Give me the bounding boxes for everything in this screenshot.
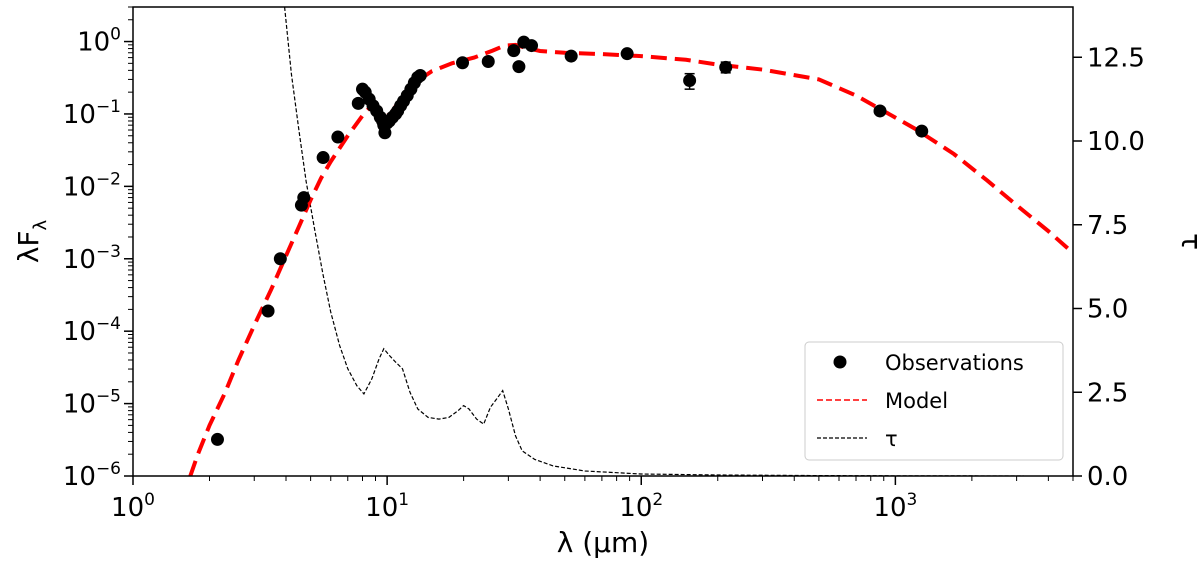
y-right-tick-label: 0.0 [1087, 462, 1128, 492]
observation-point [210, 432, 224, 446]
y-left-tick-label: 10−3 [63, 242, 121, 275]
observation-point [378, 126, 392, 140]
observations-series [210, 35, 929, 446]
y-right-tick-label: 10.0 [1087, 127, 1145, 157]
y-axis-left-title-main: λF [12, 230, 45, 263]
y-left-tick-label: 10−2 [63, 169, 121, 202]
x-tick-label-exponent: 0 [144, 490, 155, 510]
x-tick-label-base: 10 [365, 493, 398, 523]
plot-frame [132, 6, 1074, 477]
tau-series [284, 7, 1024, 476]
x-axis: 100 101 102 103 [111, 476, 1074, 523]
y-right-tick-label: 2.5 [1087, 378, 1128, 408]
y-right-tick-label: 12.5 [1087, 43, 1145, 73]
y-axis-left-title: λFλ [12, 219, 51, 263]
x-tick-label-exponent: 3 [907, 490, 918, 510]
y-axis-left-title-group: λFλ [12, 219, 51, 263]
y-left-tick-label-base: 10 [63, 100, 96, 130]
y-left-tick-label-base: 10 [63, 245, 96, 275]
x-tick-label-base: 10 [111, 493, 144, 523]
y-left-tick-label: 10−6 [63, 459, 121, 492]
observation-point [564, 49, 578, 63]
model-line [188, 42, 1073, 476]
observation-point [481, 55, 495, 69]
observation-point [261, 304, 275, 318]
observation-point [620, 47, 634, 61]
observation-point [873, 104, 887, 118]
y-left-tick-label-exponent: −4 [96, 314, 121, 334]
legend-label: Observations [885, 351, 1024, 375]
x-tick-label: 102 [619, 490, 663, 523]
observation-point [297, 191, 311, 205]
observation-point [512, 60, 526, 74]
y-left-tick-label-exponent: −3 [96, 242, 121, 262]
observation-point [507, 44, 521, 58]
y-left-tick-label: 10−1 [63, 97, 121, 130]
x-axis-title: λ (μm) [557, 526, 649, 559]
y-left-tick-label: 10−4 [63, 314, 121, 347]
observation-point [683, 73, 697, 87]
x-tick-label-exponent: 2 [652, 490, 663, 510]
legend: Observations Model τ [804, 341, 1064, 461]
observation-point [719, 60, 733, 74]
observation-point [525, 39, 539, 53]
observation-point [351, 96, 365, 110]
y-axis-left-title-subscript: λ [30, 219, 51, 230]
y-left-tick-label-base: 10 [63, 172, 96, 202]
y-left-tick-label-base: 10 [63, 317, 96, 347]
observation-point [456, 56, 470, 70]
x-tick-label: 101 [365, 490, 409, 523]
observation-point [413, 68, 427, 82]
observation-point [316, 151, 330, 165]
y-right-tick-label: 5.0 [1087, 295, 1128, 325]
y-left-tick-label-exponent: 0 [110, 25, 121, 45]
observation-point [915, 124, 929, 138]
x-tick-label-base: 10 [873, 493, 906, 523]
y-left-tick-label-exponent: −5 [96, 387, 121, 407]
tau-line [284, 7, 1024, 476]
observation-point [331, 130, 345, 144]
model-series [188, 42, 1073, 476]
y-left-tick-label-base: 10 [63, 390, 96, 420]
x-tick-label-base: 10 [619, 493, 652, 523]
x-tick-label: 103 [873, 490, 917, 523]
x-tick-label: 100 [111, 490, 155, 523]
y-left-tick-label-exponent: −6 [96, 459, 121, 479]
y-left-tick-label: 10−5 [63, 387, 121, 420]
y-right-tick-label: 7.5 [1087, 211, 1128, 241]
y-left-tick-label: 100 [77, 25, 121, 58]
legend-label: τ [885, 427, 898, 451]
y-left-tick-label-base: 10 [77, 28, 110, 58]
y-axis-right: 0.0 2.5 5.0 7.5 10.0 12.5 [1073, 43, 1145, 492]
legend-label: Model [885, 389, 948, 413]
legend-observations-marker [833, 355, 847, 369]
x-tick-label-exponent: 1 [398, 490, 409, 510]
y-left-tick-label-exponent: −2 [96, 169, 121, 189]
y-left-tick-label-base: 10 [63, 462, 96, 492]
y-left-tick-label-exponent: −1 [96, 97, 121, 117]
observation-point [273, 252, 287, 266]
y-axis-right-title: τ [1175, 233, 1200, 250]
legend-box [804, 341, 1064, 461]
